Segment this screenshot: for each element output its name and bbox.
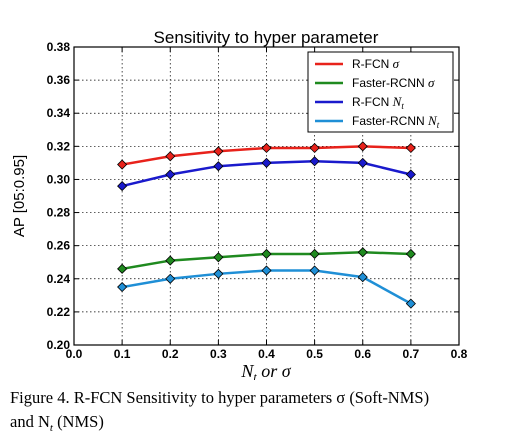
x-tick-label: 0.8 xyxy=(451,347,468,361)
data-point xyxy=(261,142,272,154)
y-tick-label: 0.28 xyxy=(47,206,71,220)
data-point xyxy=(165,151,176,162)
series-1 xyxy=(117,141,416,170)
y-tick-label: 0.36 xyxy=(47,73,71,87)
x-tick-label: 0.6 xyxy=(354,347,371,361)
y-axis: 0.20 0.22 0.24 0.26 0.28 0.30 0.32 0.34 0.36 0.38 xyxy=(47,40,459,352)
legend-label: R-FCN Nt xyxy=(352,94,404,111)
caption-line-1: Figure 4. R-FCN Sensitivity to hyper par… xyxy=(10,388,430,407)
caption-line-2-subscript: t xyxy=(49,422,53,434)
data-point xyxy=(117,281,128,293)
y-tick-label: 0.32 xyxy=(47,139,71,153)
data-point xyxy=(357,247,368,258)
data-point xyxy=(261,248,272,260)
data-point xyxy=(213,161,224,172)
chart: Sensitivity to hyper parameter 0.0 0.1 0.2… xyxy=(11,28,468,380)
data-point xyxy=(357,272,368,283)
y-tick-label: 0.20 xyxy=(47,338,71,352)
y-tick-label: 0.24 xyxy=(47,272,71,286)
series-3 xyxy=(117,156,416,192)
data-point xyxy=(405,248,416,260)
x-tick-label: 0.3 xyxy=(210,347,227,361)
legend-entry: R-FCN σ xyxy=(315,56,400,71)
data-point xyxy=(117,263,128,274)
caption-line-2-rest: (NMS) xyxy=(52,412,104,431)
y-axis-label: AP [05:0.95] xyxy=(11,155,28,237)
y-tick-label: 0.34 xyxy=(47,106,71,120)
x-axis: 0.0 0.1 0.2 0.3 0.4 0.5 0.6 0.7 0.8 xyxy=(66,47,468,361)
x-tick-label: 0.0 xyxy=(66,347,83,361)
x-axis-label: Nt or σ xyxy=(240,361,291,380)
series-2 xyxy=(117,247,416,274)
legend-label: R-FCN σ xyxy=(352,56,400,71)
legend-entry: R-FCN Nt xyxy=(315,94,404,111)
data-point xyxy=(261,157,272,168)
x-axis-label-rest: or σ xyxy=(257,361,292,380)
data-point xyxy=(117,181,128,192)
data-point xyxy=(357,141,368,152)
caption-line-2-main: and N xyxy=(10,412,50,431)
x-tick-label: 0.2 xyxy=(162,347,179,361)
figure-caption: Figure 4. R-FCN Sensitivity to hyper par… xyxy=(10,386,510,436)
data-point xyxy=(309,265,320,276)
y-tick-label: 0.26 xyxy=(47,239,71,253)
data-point xyxy=(213,268,224,279)
data-point xyxy=(165,255,176,266)
data-point xyxy=(213,252,224,263)
x-tick-label: 0.1 xyxy=(114,347,131,361)
data-point xyxy=(309,156,320,167)
legend-label: Faster-RCNN Nt xyxy=(352,113,440,130)
data-point xyxy=(309,142,320,154)
x-tick-label: 0.5 xyxy=(306,347,323,361)
x-tick-label: 0.7 xyxy=(403,347,420,361)
x-axis-label-symbol: N xyxy=(240,361,254,380)
legend-entry: Faster-RCNN Nt xyxy=(315,113,440,130)
data-point xyxy=(309,248,320,260)
data-point xyxy=(405,169,416,180)
data-point xyxy=(213,146,224,157)
data-point xyxy=(165,273,176,284)
caption-line-2: and Nt (NMS) xyxy=(10,410,510,436)
y-tick-label: 0.30 xyxy=(47,172,71,186)
y-tick-label: 0.22 xyxy=(47,305,71,319)
data-point xyxy=(357,157,368,168)
data-point xyxy=(405,298,416,309)
series-4 xyxy=(117,265,416,309)
legend-frame xyxy=(307,51,454,133)
x-tick-label: 0.4 xyxy=(258,347,275,361)
chart-title: Sensitivity to hyper parameter xyxy=(154,28,379,47)
data-point xyxy=(165,169,176,180)
x-axis-label-subscript: t xyxy=(253,370,257,380)
data-point xyxy=(261,265,272,276)
legend-entry: Faster-RCNN σ xyxy=(315,75,435,90)
legend-label: Faster-RCNN σ xyxy=(352,75,435,90)
series-layer xyxy=(117,141,416,309)
y-tick-label: 0.38 xyxy=(47,40,71,54)
data-point xyxy=(405,142,416,154)
legend: R-FCN σ Faster-RCNN σ R-FCN Nt Faster-RCNN … xyxy=(307,51,454,133)
data-point xyxy=(117,159,128,170)
